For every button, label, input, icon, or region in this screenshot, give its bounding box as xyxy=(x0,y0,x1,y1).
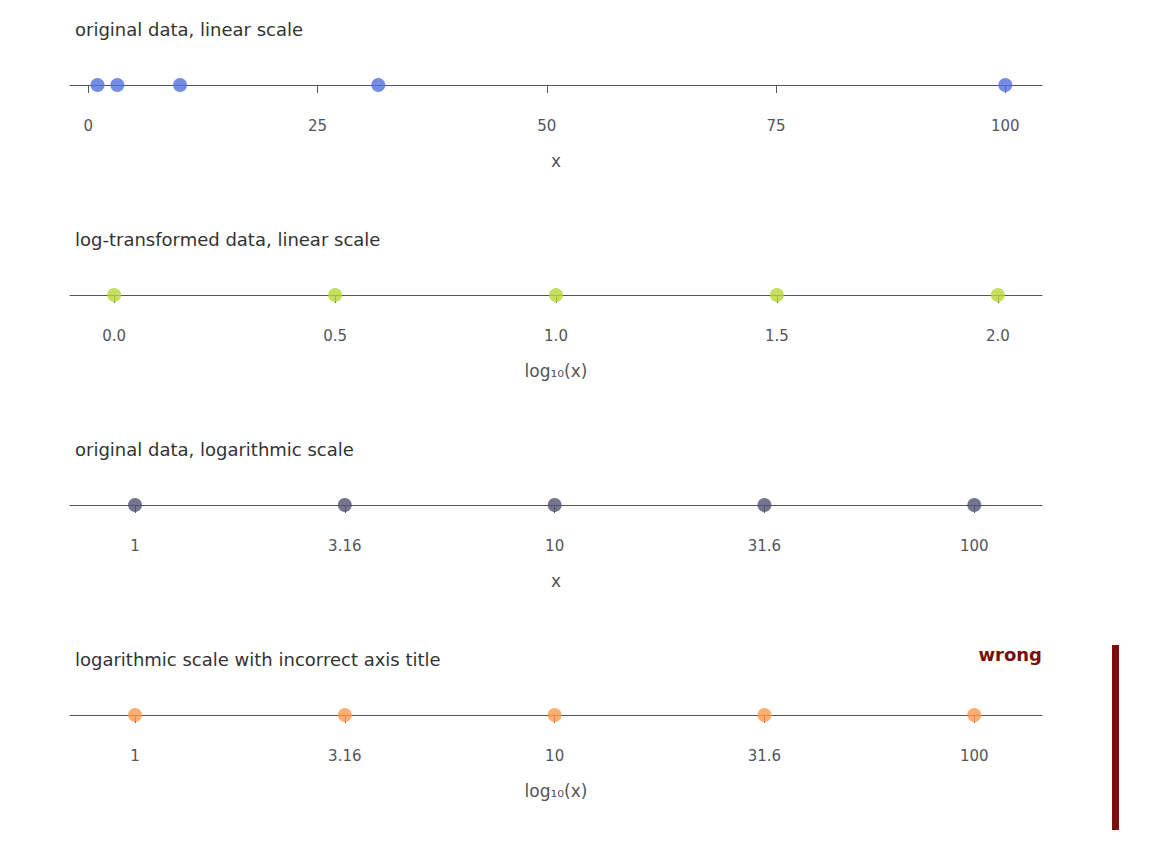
svg-text:log-transformed data, linear s: log-transformed data, linear scale xyxy=(75,229,380,250)
svg-text:10: 10 xyxy=(545,747,564,765)
svg-text:0.5: 0.5 xyxy=(323,327,347,345)
svg-text:wrong: wrong xyxy=(978,644,1042,665)
svg-text:1.0: 1.0 xyxy=(544,327,568,345)
svg-text:50: 50 xyxy=(537,117,556,135)
svg-text:x: x xyxy=(551,571,561,591)
svg-text:25: 25 xyxy=(308,117,327,135)
svg-text:10: 10 xyxy=(545,537,564,555)
svg-text:original data, linear scale: original data, linear scale xyxy=(75,19,303,40)
svg-text:logarithmic scale with incorre: logarithmic scale with incorrect axis ti… xyxy=(75,649,441,670)
svg-text:100: 100 xyxy=(960,537,989,555)
svg-text:75: 75 xyxy=(767,117,786,135)
svg-text:log₁₀(x): log₁₀(x) xyxy=(525,361,588,381)
svg-text:3.16: 3.16 xyxy=(328,537,361,555)
svg-text:31.6: 31.6 xyxy=(748,747,781,765)
svg-text:0: 0 xyxy=(84,117,94,135)
svg-text:1: 1 xyxy=(130,747,140,765)
svg-text:1.5: 1.5 xyxy=(765,327,789,345)
svg-text:0.0: 0.0 xyxy=(102,327,126,345)
svg-text:original data, logarithmic sca: original data, logarithmic scale xyxy=(75,439,354,460)
svg-text:1: 1 xyxy=(130,537,140,555)
svg-text:x: x xyxy=(551,151,561,171)
svg-text:31.6: 31.6 xyxy=(748,537,781,555)
svg-text:3.16: 3.16 xyxy=(328,747,361,765)
svg-text:2.0: 2.0 xyxy=(986,327,1010,345)
svg-text:log₁₀(x): log₁₀(x) xyxy=(525,781,588,801)
svg-text:100: 100 xyxy=(991,117,1020,135)
svg-text:100: 100 xyxy=(960,747,989,765)
